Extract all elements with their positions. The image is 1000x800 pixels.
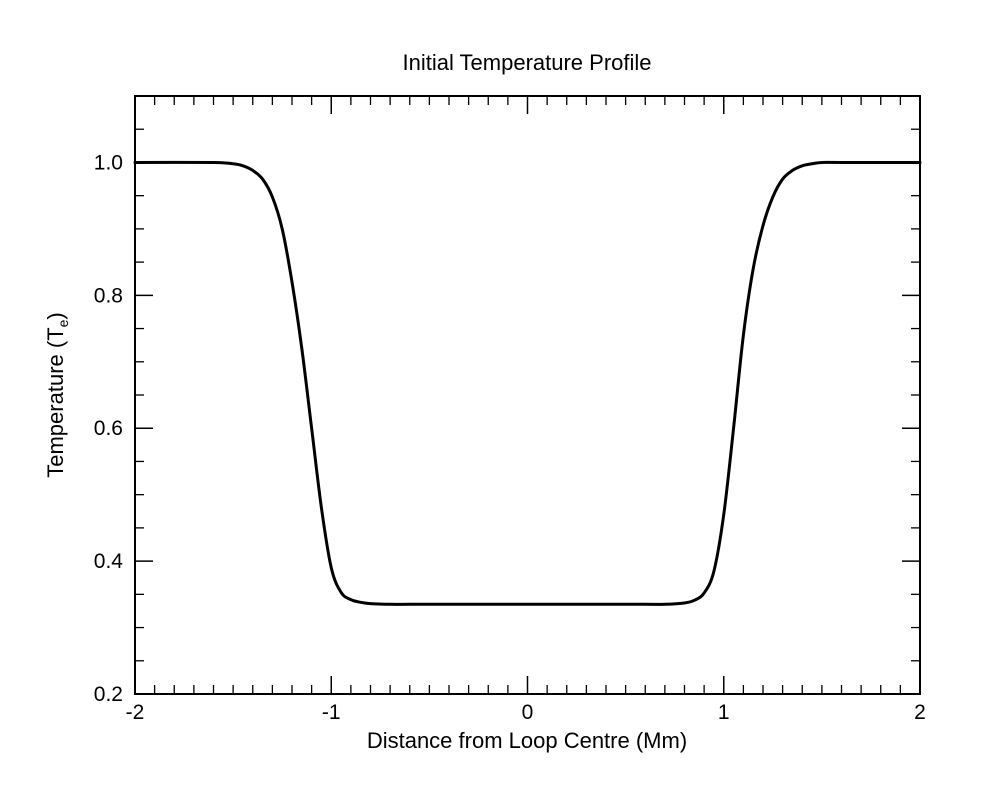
y-axis-label-subscript: e (55, 319, 71, 327)
x-tick-label: 0 (522, 701, 534, 724)
chart-title: Initial Temperature Profile (402, 50, 651, 75)
temperature-profile-line (133, 160, 922, 606)
y-axis-label-close: ) (43, 312, 68, 319)
x-tick-label: -1 (322, 701, 341, 724)
x-tick-labels: -2 -1 0 1 2 (126, 701, 926, 724)
y-tick-label: 0.8 (94, 284, 123, 307)
x-tick-label: -2 (126, 701, 145, 724)
plot-frame (134, 95, 921, 695)
minor-ticks (135, 96, 920, 694)
y-tick-label: 0.6 (94, 417, 123, 440)
y-tick-labels: 0.2 0.4 0.6 0.8 1.0 (94, 151, 124, 706)
x-tick-label: 1 (718, 701, 730, 724)
y-axis-label-main: Temperature (T (43, 327, 68, 477)
y-tick-label: 0.4 (94, 550, 124, 573)
y-axis-label: Temperature (Te) (43, 312, 71, 478)
y-tick-label: 1.0 (94, 151, 123, 174)
y-tick-label: 0.2 (94, 683, 123, 706)
x-axis-label: Distance from Loop Centre (Mm) (367, 728, 687, 753)
x-tick-label: 2 (914, 701, 926, 724)
